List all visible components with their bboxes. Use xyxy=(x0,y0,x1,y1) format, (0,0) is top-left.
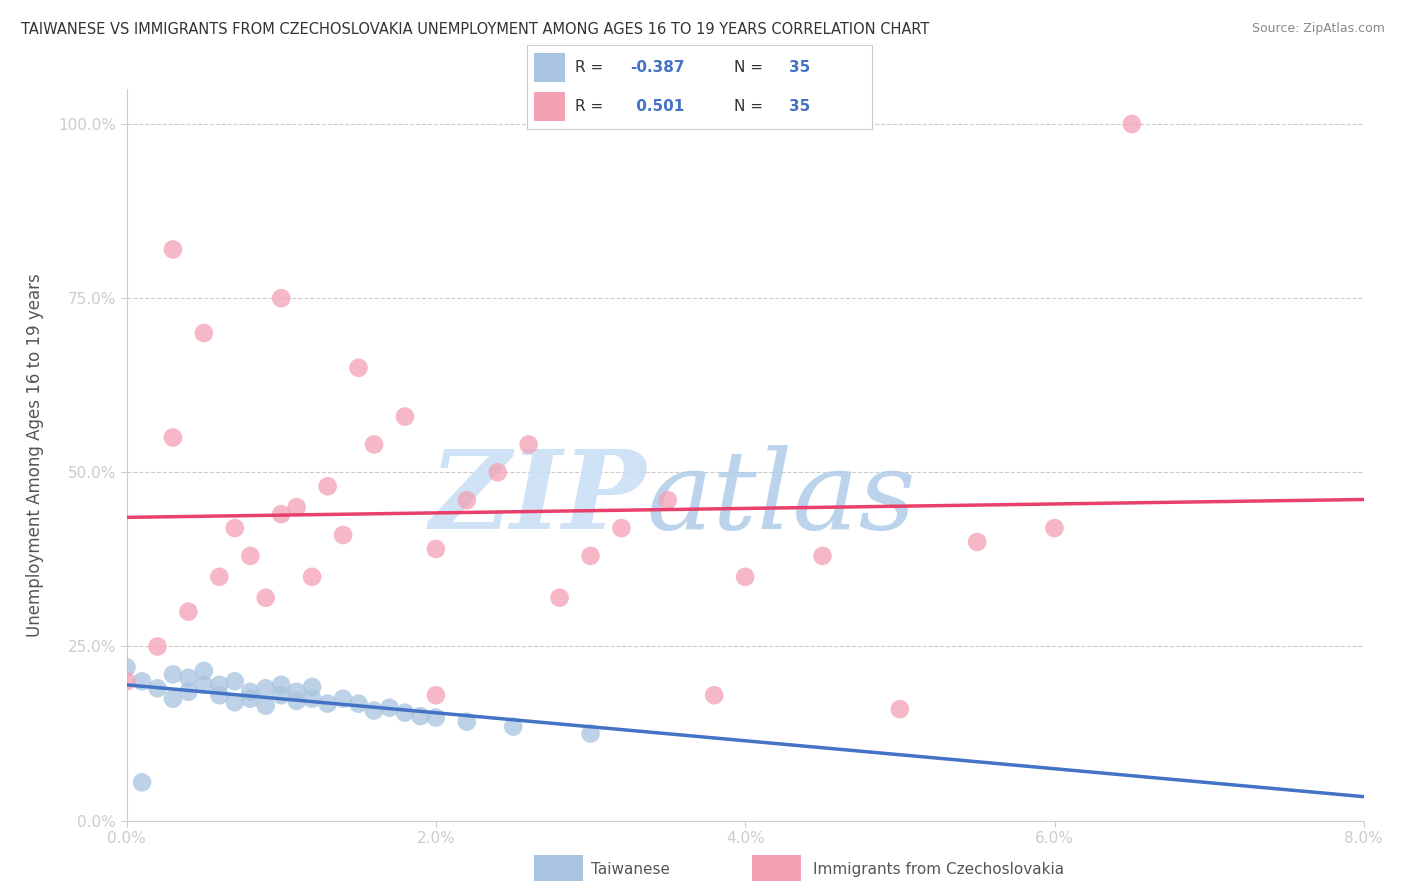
Point xyxy=(162,243,184,257)
Text: ZIP: ZIP xyxy=(430,445,647,552)
Point xyxy=(270,688,292,702)
Point xyxy=(193,326,215,340)
Point xyxy=(811,549,834,563)
Point xyxy=(363,704,385,718)
Point xyxy=(301,570,323,584)
Text: Immigrants from Czechoslovakia: Immigrants from Czechoslovakia xyxy=(813,863,1064,877)
Y-axis label: Unemployment Among Ages 16 to 19 years: Unemployment Among Ages 16 to 19 years xyxy=(27,273,44,637)
Text: atlas: atlas xyxy=(647,445,915,552)
Point xyxy=(177,685,200,699)
Point xyxy=(456,714,478,729)
FancyBboxPatch shape xyxy=(534,92,565,120)
Point xyxy=(316,697,339,711)
Text: 35: 35 xyxy=(789,60,810,75)
Text: Taiwanese: Taiwanese xyxy=(591,863,669,877)
Point xyxy=(254,698,277,713)
Point xyxy=(703,688,725,702)
Text: N =: N = xyxy=(734,60,768,75)
Point xyxy=(285,685,308,699)
Point xyxy=(316,479,339,493)
Point xyxy=(239,549,262,563)
Point xyxy=(486,466,509,480)
FancyBboxPatch shape xyxy=(534,54,565,82)
Text: -0.387: -0.387 xyxy=(630,60,685,75)
Text: N =: N = xyxy=(734,99,768,114)
Point xyxy=(347,697,370,711)
Text: 35: 35 xyxy=(789,99,810,114)
Point xyxy=(657,493,679,508)
Point xyxy=(425,688,447,702)
Point xyxy=(239,691,262,706)
Point xyxy=(425,710,447,724)
Point xyxy=(254,591,277,605)
Point xyxy=(208,570,231,584)
Point xyxy=(889,702,911,716)
Point xyxy=(394,706,416,720)
Point xyxy=(456,493,478,508)
Point xyxy=(146,681,169,696)
Point xyxy=(1121,117,1143,131)
Point xyxy=(115,660,138,674)
Point xyxy=(224,674,246,689)
Point xyxy=(378,700,401,714)
Point xyxy=(131,775,153,789)
Point xyxy=(301,691,323,706)
Point xyxy=(208,678,231,692)
Point xyxy=(394,409,416,424)
Point xyxy=(193,678,215,692)
Point xyxy=(502,720,524,734)
Point xyxy=(285,694,308,708)
Text: Source: ZipAtlas.com: Source: ZipAtlas.com xyxy=(1251,22,1385,36)
Text: R =: R = xyxy=(575,60,609,75)
Point xyxy=(363,437,385,451)
Point xyxy=(162,430,184,444)
Point xyxy=(270,678,292,692)
Text: 0.501: 0.501 xyxy=(630,99,683,114)
Point xyxy=(270,507,292,521)
Point xyxy=(177,605,200,619)
Point xyxy=(301,680,323,694)
Text: R =: R = xyxy=(575,99,609,114)
Point xyxy=(548,591,571,605)
Point xyxy=(177,671,200,685)
Point xyxy=(162,691,184,706)
Point xyxy=(347,360,370,375)
Point xyxy=(1043,521,1066,535)
Point xyxy=(579,726,602,740)
Point xyxy=(146,640,169,654)
Point xyxy=(579,549,602,563)
Point xyxy=(285,500,308,515)
Point xyxy=(239,685,262,699)
Point xyxy=(332,691,354,706)
Text: TAIWANESE VS IMMIGRANTS FROM CZECHOSLOVAKIA UNEMPLOYMENT AMONG AGES 16 TO 19 YEA: TAIWANESE VS IMMIGRANTS FROM CZECHOSLOVA… xyxy=(21,22,929,37)
Point xyxy=(115,674,138,689)
Point xyxy=(966,535,988,549)
Point xyxy=(409,709,432,723)
Point xyxy=(734,570,756,584)
Point xyxy=(162,667,184,681)
Point xyxy=(332,528,354,542)
Point xyxy=(270,291,292,305)
Point xyxy=(224,695,246,709)
Point xyxy=(610,521,633,535)
Point xyxy=(131,674,153,689)
Point xyxy=(517,437,540,451)
Point xyxy=(193,664,215,678)
Point xyxy=(254,681,277,696)
Point xyxy=(224,521,246,535)
Point xyxy=(425,541,447,556)
Point xyxy=(208,688,231,702)
